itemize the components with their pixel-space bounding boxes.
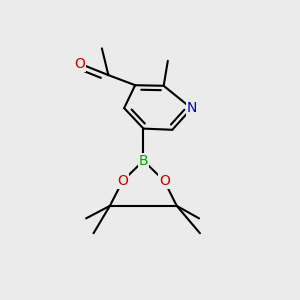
Text: B: B	[139, 154, 148, 168]
Text: O: O	[117, 174, 128, 188]
Text: O: O	[75, 57, 86, 71]
Text: N: N	[186, 101, 197, 116]
Text: O: O	[159, 174, 170, 188]
